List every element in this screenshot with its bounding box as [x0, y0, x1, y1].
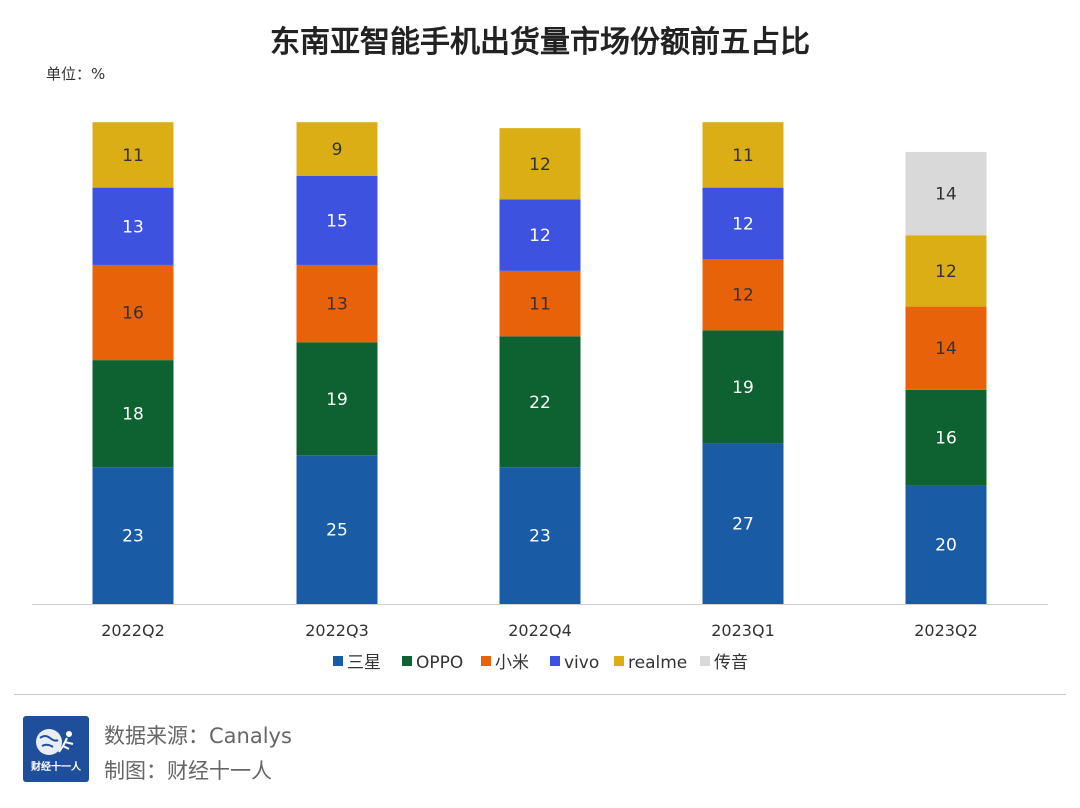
data-label: 14	[935, 339, 957, 359]
bar-segment	[296, 175, 378, 265]
data-label: 13	[122, 217, 144, 237]
x-tick-label: 2023Q2	[914, 621, 978, 640]
bar-segment	[499, 270, 581, 337]
credit-note: 制图：财经十一人	[104, 759, 272, 783]
bars-group: 23 18 16 13 11 25 19 13 15 9 23 22 11 12 12 27 19 12 12 11 2…	[92, 122, 987, 604]
legend-label: 传音	[714, 653, 748, 673]
data-label: 19	[732, 378, 754, 398]
legend-swatch	[550, 656, 560, 666]
data-label: 14	[935, 185, 957, 205]
bar-segment	[92, 264, 174, 361]
bar-segment	[296, 264, 378, 343]
data-label: 11	[732, 146, 754, 166]
data-label: 22	[529, 393, 551, 413]
legend-label: OPPO	[416, 653, 463, 673]
data-label: 12	[529, 226, 551, 246]
legend-label: 三星	[347, 653, 381, 673]
data-label: 12	[935, 262, 957, 282]
legend-swatch	[700, 656, 710, 666]
data-label: 23	[529, 527, 551, 547]
bar-segment	[702, 259, 784, 331]
data-label: 27	[732, 515, 754, 535]
bar-segment	[499, 128, 581, 200]
data-label: 12	[732, 286, 754, 306]
source-note: 数据来源：Canalys	[104, 724, 292, 748]
bar-segment	[702, 330, 784, 444]
data-label: 16	[935, 428, 957, 448]
bar-segment	[499, 467, 581, 604]
data-label: 13	[326, 295, 348, 315]
legend-label: realme	[628, 653, 687, 673]
x-tick-label: 2022Q4	[508, 621, 572, 640]
data-label: 9	[332, 140, 343, 160]
data-label: 25	[326, 521, 348, 541]
legend-swatch	[333, 656, 343, 666]
data-label: 12	[732, 214, 754, 234]
logo-text: 财经十一人	[31, 762, 81, 773]
legend-label: 小米	[495, 653, 529, 673]
bar-segment	[905, 389, 987, 486]
chart: 东南亚智能手机出货量市场份额前五占比 单位：% 23 18 16 13 11 25 19 13…	[32, 25, 1048, 673]
bar-segment	[905, 485, 987, 604]
legend-swatch	[614, 656, 624, 666]
data-label: 23	[122, 527, 144, 547]
bar-segment	[296, 455, 378, 604]
bar-segment	[92, 360, 174, 468]
x-tick-label: 2023Q1	[711, 621, 775, 640]
globe-runner-icon	[36, 729, 74, 755]
bar-segment	[702, 122, 784, 188]
bar-segment	[499, 336, 581, 468]
bar-segment	[499, 199, 581, 271]
x-tick-label: 2022Q2	[101, 621, 165, 640]
data-label: 18	[122, 405, 144, 425]
footer-divider	[14, 694, 1066, 695]
bar-segment	[92, 467, 174, 604]
data-label: 11	[529, 295, 551, 315]
brand-logo: 财经十一人	[23, 716, 89, 782]
legend-label: vivo	[564, 653, 599, 673]
data-label: 12	[529, 155, 551, 175]
unit-label: 单位：%	[46, 65, 105, 83]
bar-segment	[296, 122, 378, 176]
bar-segment	[905, 235, 987, 307]
data-label: 15	[326, 211, 348, 231]
bar-segment	[702, 187, 784, 260]
bar-segment	[296, 342, 378, 456]
x-tick-labels: 2022Q2 2022Q3 2022Q4 2023Q1 2023Q2	[101, 621, 978, 640]
bar-segment	[905, 306, 987, 390]
bar-segment	[905, 151, 987, 236]
data-label: 19	[326, 390, 348, 410]
bar-segment	[702, 443, 784, 604]
data-label: 11	[122, 146, 144, 166]
data-label: 20	[935, 536, 957, 556]
bar-segment	[92, 122, 174, 188]
x-tick-label: 2022Q3	[305, 621, 369, 640]
legend-swatch	[481, 656, 491, 666]
footer: 财经十一人 数据来源：Canalys 制图：财经十一人	[0, 694, 1080, 808]
legend: 三星 OPPO 小米 vivo realme 传音	[333, 653, 748, 673]
bar-segment	[92, 187, 174, 265]
data-label: 16	[122, 304, 144, 324]
legend-swatch	[402, 656, 412, 666]
chart-title: 东南亚智能手机出货量市场份额前五占比	[270, 25, 810, 60]
